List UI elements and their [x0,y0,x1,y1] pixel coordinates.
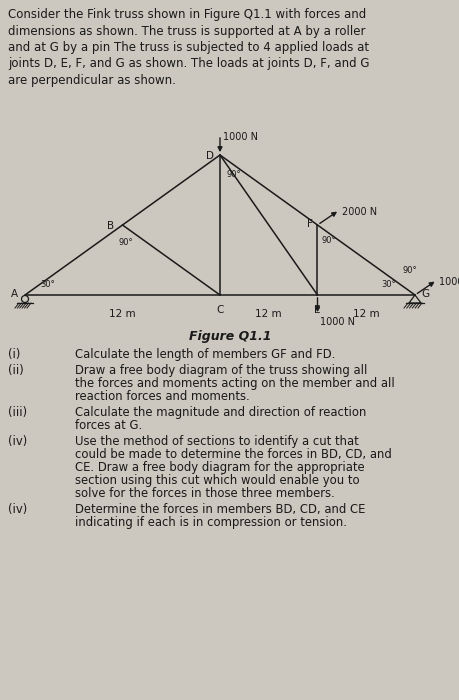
Text: B: B [107,221,114,231]
Text: A: A [11,289,18,299]
Text: Figure Q1.1: Figure Q1.1 [188,330,271,343]
Text: indicating if each is in compression or tension.: indicating if each is in compression or … [75,517,346,529]
Text: Calculate the length of members GF and FD.: Calculate the length of members GF and F… [75,348,335,361]
Text: (iv): (iv) [8,503,27,516]
Text: the forces and moments acting on the member and all: the forces and moments acting on the mem… [75,377,394,390]
Text: could be made to determine the forces in BD, CD, and: could be made to determine the forces in… [75,448,391,461]
Text: 2000 N: 2000 N [342,207,377,217]
Text: 1000 N: 1000 N [223,132,257,142]
Text: Calculate the magnitude and direction of reaction: Calculate the magnitude and direction of… [75,406,365,419]
Text: F: F [306,219,312,229]
Text: C: C [216,305,223,315]
Text: 12 m: 12 m [109,309,135,319]
Text: section using this cut which would enable you to: section using this cut which would enabl… [75,475,359,487]
Text: solve for the forces in those three members.: solve for the forces in those three memb… [75,487,334,500]
Text: (iv): (iv) [8,435,27,448]
Text: Determine the forces in members BD, CD, and CE: Determine the forces in members BD, CD, … [75,503,364,516]
Text: D: D [206,151,213,161]
Text: Consider the Fink truss shown in Figure Q1.1 with forces and
dimensions as shown: Consider the Fink truss shown in Figure … [8,8,369,87]
Text: (i): (i) [8,348,20,361]
Text: 90°: 90° [402,266,416,275]
Text: 12 m: 12 m [352,309,379,319]
Text: E: E [313,305,320,315]
Text: 1000 N: 1000 N [438,277,459,287]
Text: 90°: 90° [118,238,133,247]
Text: Draw a free body diagram of the truss showing all: Draw a free body diagram of the truss sh… [75,364,367,377]
Text: reaction forces and moments.: reaction forces and moments. [75,390,249,403]
Text: 90°: 90° [321,237,336,245]
Text: Use the method of sections to identify a cut that: Use the method of sections to identify a… [75,435,358,448]
Text: 1000 N: 1000 N [320,317,355,327]
Text: 12 m: 12 m [255,309,281,319]
Text: (ii): (ii) [8,364,24,377]
Text: forces at G.: forces at G. [75,419,142,432]
Text: G: G [420,289,428,299]
Text: CE. Draw a free body diagram for the appropriate: CE. Draw a free body diagram for the app… [75,461,364,474]
Text: 90°: 90° [226,170,241,178]
Text: (iii): (iii) [8,406,27,419]
Text: 30°: 30° [40,280,55,289]
Text: 30°: 30° [381,280,396,289]
